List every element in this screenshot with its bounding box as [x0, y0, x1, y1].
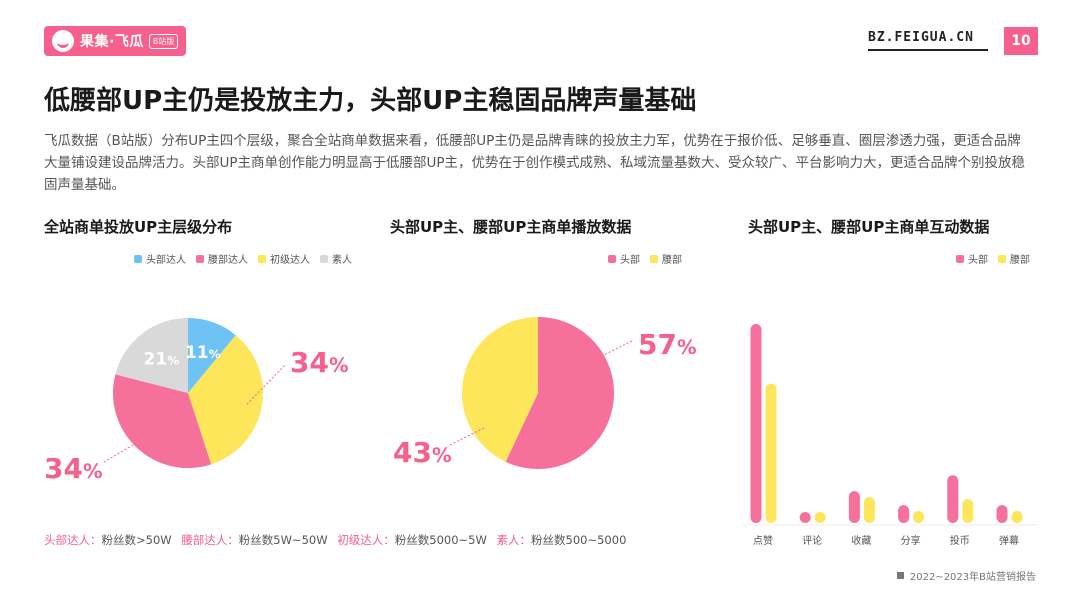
- slice-head: [188, 318, 236, 393]
- x-tick-label: 收藏: [851, 534, 871, 547]
- label-waist: 43%: [393, 436, 452, 469]
- label-amateur: 21%: [144, 350, 180, 370]
- bar-waist-2: [863, 497, 875, 523]
- bar-waist-3: [913, 511, 925, 523]
- bar-head-1: [799, 512, 811, 523]
- bar-head-4: [947, 475, 959, 523]
- label-junior: 34%: [290, 346, 349, 379]
- intro-paragraph: 飞瓜数据（B站版）分布UP主四个层级，聚合全站商单数据来看，低腰部UP主仍是品牌…: [44, 133, 1026, 193]
- page-title: 低腰部UP主仍是投放主力，头部UP主稳固品牌声量基础: [44, 86, 697, 116]
- brand-logo: 果集·飞瓜 B站版: [44, 26, 186, 56]
- chart3-title: 头部UP主、腰部UP主商单互动数据: [748, 218, 990, 236]
- source-note: 2022~2023年B站营销报告: [896, 568, 1036, 583]
- bar-head-0: [750, 324, 762, 523]
- legend-item-head: 头部: [956, 251, 988, 266]
- logo-text: 果集·飞瓜: [80, 34, 144, 50]
- slice-junior: [188, 335, 263, 465]
- tier-def-junior: 初级达人：粉丝数5000~5W: [337, 533, 487, 547]
- legend-item-waist: 腰部达人: [196, 251, 248, 266]
- tier-def-amateur: 素人：粉丝数500~5000: [496, 533, 627, 547]
- bar-waist-4: [962, 499, 974, 523]
- logo-badge: B站版: [148, 33, 179, 49]
- bar-head-5: [996, 505, 1008, 523]
- logo-icon: [52, 30, 74, 52]
- tier-def-waist: 腰部达人：粉丝数5W~50W: [181, 533, 328, 547]
- square-icon: [896, 572, 904, 579]
- x-tick-label: 弹幕: [999, 534, 1019, 547]
- bar-head-3: [898, 505, 910, 523]
- chart3-legend: 头部 腰部: [956, 251, 1030, 266]
- label-waist: 34%: [44, 452, 103, 485]
- x-tick-label: 点赞: [753, 534, 773, 547]
- leader-head: [597, 339, 635, 359]
- legend-item-waist: 腰部: [998, 251, 1030, 266]
- leader-waist: [447, 427, 485, 447]
- site-url: BZ.FEIGUA.CN: [868, 30, 988, 51]
- label-head: 57%: [638, 328, 697, 361]
- bar-waist-1: [814, 512, 826, 523]
- bar-head-2: [848, 491, 860, 523]
- x-tick-label: 投币: [950, 534, 970, 547]
- slice-waist: [462, 317, 538, 462]
- slice-amateur: [115, 318, 188, 393]
- bar-waist-5: [1011, 511, 1023, 523]
- chart2-title: 头部UP主、腰部UP主商单播放数据: [390, 218, 632, 236]
- tier-def-head: 头部达人：粉丝数>50W: [44, 533, 172, 547]
- chart1-legend: 头部达人 腰部达人 初级达人 素人: [134, 251, 352, 266]
- tier-definitions: 头部达人：粉丝数>50W 腰部达人：粉丝数5W~50W 初级达人：粉丝数5000…: [44, 532, 632, 548]
- legend-item-junior: 初级达人: [258, 251, 310, 266]
- leader-junior: [246, 363, 287, 405]
- x-tick-label: 评论: [802, 534, 822, 547]
- x-tick-label: 分享: [901, 534, 921, 547]
- legend-item-amateur: 素人: [320, 251, 352, 266]
- slice-head: [505, 317, 614, 469]
- legend-item-head: 头部: [608, 251, 640, 266]
- chart2-legend: 头部 腰部: [608, 251, 682, 266]
- legend-item-waist: 腰部: [650, 251, 682, 266]
- page-number: 10: [1004, 27, 1038, 55]
- bar-waist-0: [765, 383, 777, 523]
- legend-item-head: 头部达人: [134, 251, 186, 266]
- chart1-title: 全站商单投放UP主层级分布: [44, 218, 233, 236]
- label-head: 11%: [185, 343, 221, 363]
- slice-waist: [113, 374, 212, 468]
- leader-waist: [103, 436, 148, 463]
